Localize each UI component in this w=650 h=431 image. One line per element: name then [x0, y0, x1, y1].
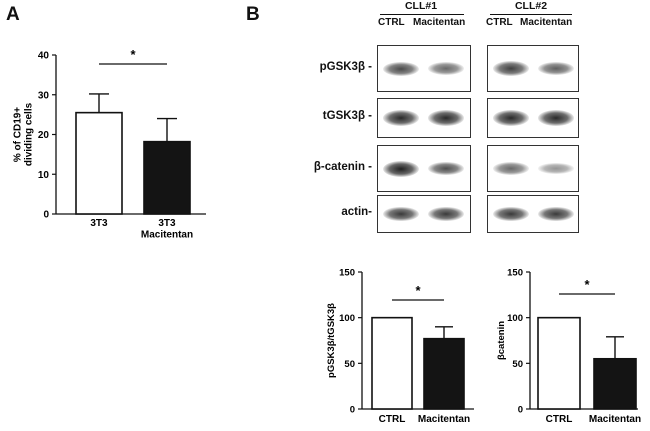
blot-row-label-1: tGSK3β -	[322, 110, 372, 122]
bcatenin-chart: 0 50 100 150 βcatenin CTRL Macitentan *	[496, 268, 641, 426]
pgsk3b-y-tick-label: 0	[350, 405, 355, 416]
blot-band-0-1-1	[538, 62, 574, 75]
western-blot: pGSK3β - tGSK3β - β-catenin - actin-	[313, 45, 579, 233]
lane-cll2-ctrl: CTRL	[486, 17, 513, 28]
panel-a-y-tick-label: 0	[43, 210, 49, 221]
bcatenin-x-tick-label-0: CTRL	[546, 414, 573, 425]
blot-panel-1-1	[487, 98, 579, 138]
blot-band-1-1-1	[538, 110, 574, 126]
panel-b-letter: B	[246, 4, 260, 25]
bcatenin-x-tick-label-1: Macitentan	[589, 414, 641, 425]
bcatenin-bar-1	[593, 357, 637, 410]
blot-band-3-1-0	[493, 206, 529, 222]
bcatenin-y-tick-label: 150	[507, 268, 523, 279]
lane-cll1-macitentan: Macitentan	[413, 17, 466, 28]
group-cll2-label: CLL#2	[514, 0, 548, 12]
pgsk3b-y-tick-label: 150	[339, 268, 355, 279]
blot-band-0-1-0	[493, 61, 529, 76]
blot-band-2-0-0	[383, 160, 419, 177]
pgsk3b-y-axis-label: pGSK3β/tGSK3β	[326, 303, 337, 378]
blot-row-label-2: β-catenin -	[313, 160, 372, 173]
blot-band-3-0-1	[428, 206, 464, 222]
blot-panel-0-0	[377, 45, 471, 92]
blot-band-2-1-0	[493, 162, 529, 175]
blot-band-3-0-0	[383, 206, 419, 222]
group-cll1-underline	[380, 14, 464, 15]
bcatenin-y-tick-label: 0	[518, 405, 523, 416]
pgsk3b-significance-star: *	[415, 283, 421, 298]
bcatenin-y-axis-label: βcatenin	[496, 321, 507, 360]
pgsk3b-y-tick-label: 100	[339, 313, 355, 324]
blot-band-0-0-0	[383, 61, 419, 76]
panel-a-x-tick-label-0: 3T3	[90, 218, 108, 229]
panel-a-y-tick-label: 10	[38, 170, 50, 181]
blot-band-0-0-1	[428, 62, 464, 75]
panel-a-chart: 0 10 20 30 40 % of CD19+dividing cells 3T3 3T3 M…	[13, 47, 206, 241]
panel-a-y-tick-label: 40	[38, 51, 50, 62]
blot-band-3-1-1	[538, 206, 574, 222]
panel-a-significance-star: *	[130, 47, 136, 62]
blot-panel-1-0	[377, 98, 471, 138]
bcatenin-y-tick-label: 50	[512, 359, 523, 370]
lane-cll2-macitentan: Macitentan	[520, 17, 573, 28]
blot-panel-2-0	[377, 145, 471, 192]
pgsk3b-x-tick-label-0: CTRL	[379, 414, 406, 425]
blot-panel-0-1	[487, 45, 579, 92]
panel-a-y-axis-label: % of CD19+dividing cells	[13, 102, 35, 166]
blot-band-1-0-0	[383, 110, 419, 126]
blot-row-label-0: pGSK3β -	[319, 60, 372, 73]
bcatenin-y-tick-label: 100	[507, 313, 523, 324]
blot-band-2-1-1	[538, 163, 574, 174]
blot-band-1-0-1	[428, 110, 464, 126]
panel-a-y-tick-label: 20	[38, 130, 50, 141]
panel-a-y-tick-label: 30	[38, 90, 50, 101]
blot-panel-3-0	[377, 195, 471, 233]
lane-cll1-ctrl: CTRL	[378, 17, 405, 28]
pgsk3b-bar-0	[371, 316, 413, 410]
pgsk3b-bar-1	[423, 337, 465, 410]
bcatenin-bar-0	[537, 316, 581, 410]
pgsk3b-y-tick-label: 50	[344, 359, 355, 370]
blot-panel-2-1	[487, 145, 579, 192]
blot-panel-3-1	[487, 195, 579, 233]
panel-a-x-tick-label-1: 3T3 Macitentan	[141, 218, 193, 241]
blot-band-1-1-0	[493, 110, 529, 126]
pgsk3b-chart: 0 50 100 150 pGSK3β/tGSK3β CTRL Macitentan *	[326, 268, 474, 425]
group-cll1-label: CLL#1	[404, 0, 438, 12]
blot-row-label-3: actin-	[341, 206, 372, 218]
pgsk3b-x-tick-label-1: Macitentan	[418, 414, 470, 425]
blot-band-2-0-1	[428, 161, 464, 176]
panel-a-letter: A	[6, 4, 20, 25]
group-cll2-underline	[490, 14, 572, 15]
bcatenin-significance-star: *	[584, 277, 590, 292]
